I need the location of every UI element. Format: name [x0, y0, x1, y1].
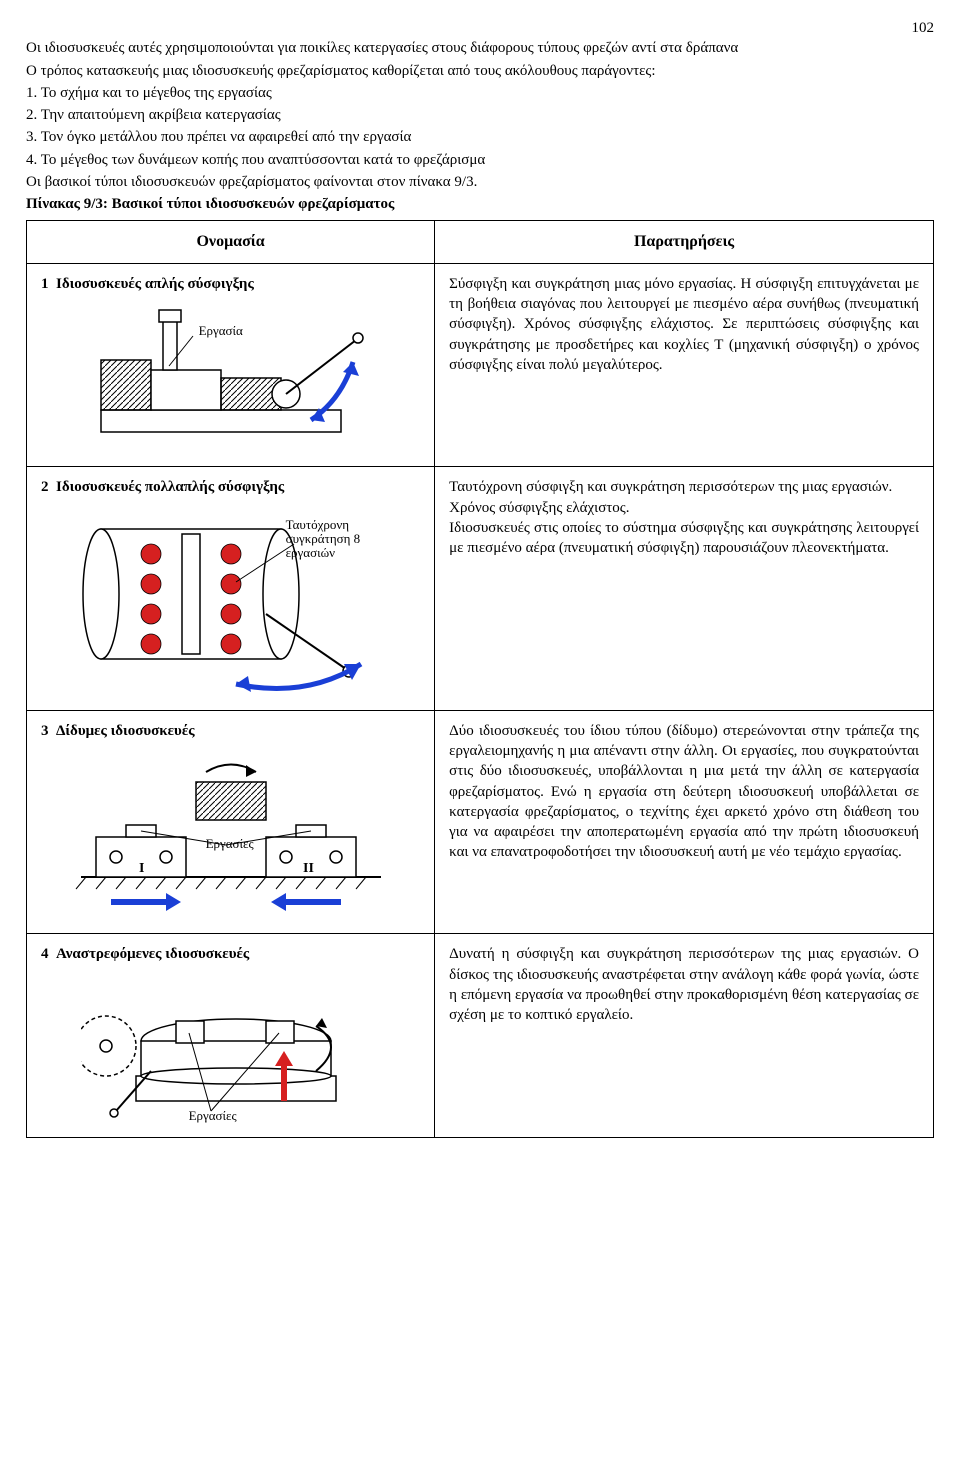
- row-desc: Δύο ιδιοσυσκευές του ίδιου τύπου (δίδυμο…: [449, 721, 919, 863]
- figure-simple-clamp: Εργασία: [81, 300, 381, 450]
- svg-text:I: I: [139, 861, 144, 876]
- row-title: Ιδιοσυσκευές πολλαπλής σύσφιγξης: [56, 479, 284, 495]
- intro-item-4: 4. Το μέγεθος των δυνάμεων κοπής που ανα…: [26, 150, 934, 170]
- fixtures-table: Ονομασία Παρατηρήσεις 1 Ιδιοσυσκευές απλ…: [26, 220, 934, 1138]
- figure-label: Εργασία: [199, 322, 243, 340]
- row-title: Ιδιοσυσκευές απλής σύσφιγξης: [56, 276, 254, 292]
- svg-text:II: II: [303, 861, 314, 876]
- table-row: 4 Αναστρεφόμενες ιδιοσυσκευές: [27, 934, 934, 1138]
- header-right: Παρατηρήσεις: [435, 221, 934, 264]
- figure-indexing-fixture: Εργασίες: [81, 971, 381, 1121]
- table-row: 2 Ιδιοσυσκευές πολλαπλής σύσφιγξης: [27, 467, 934, 711]
- intro-line-3: Οι βασικοί τύποι ιδιοσυσκευών φρεζαρίσμα…: [26, 172, 934, 192]
- figure-twin-fixture: I II: [71, 747, 391, 917]
- intro-item-1: 1. Το σχήμα και το μέγεθος της εργασίας: [26, 83, 934, 103]
- intro-line-1: Οι ιδιοσυσκευές αυτές χρησιμοποιούνται γ…: [26, 38, 934, 58]
- row-num: 3: [41, 723, 49, 739]
- page-number: 102: [26, 18, 934, 38]
- figure-multi-clamp: Ταυτόχρονη συγκράτηση 8 εργασιών: [76, 504, 386, 694]
- figure-label: Εργασίες: [206, 835, 254, 853]
- intro-line-2: Ο τρόπος κατασκευής μιας ιδιοσυσκευής φρ…: [26, 61, 934, 81]
- row-desc: Ταυτόχρονη σύσφιγξη και συγκράτηση περισ…: [449, 477, 919, 558]
- row-title: Δίδυμες ιδιοσυσκευές: [56, 723, 195, 739]
- table-caption: Πίνακας 9/3: Βασικοί τύποι ιδιοσυσκευών …: [26, 194, 934, 214]
- row-title: Αναστρεφόμενες ιδιοσυσκευές: [56, 946, 249, 962]
- table-row: 3 Δίδυμες ιδιοσυσκευές: [27, 710, 934, 934]
- table-row: 1 Ιδιοσυσκευές απλής σύσφιγξης: [27, 263, 934, 467]
- header-left: Ονομασία: [27, 221, 435, 264]
- intro-item-3: 3. Τον όγκο μετάλλου που πρέπει να αφαιρ…: [26, 127, 934, 147]
- row-desc: Σύσφιγξη και συγκράτηση μιας μόνο εργασί…: [449, 274, 919, 375]
- intro-block: Οι ιδιοσυσκευές αυτές χρησιμοποιούνται γ…: [26, 38, 934, 214]
- row-num: 1: [41, 276, 49, 292]
- row-num: 2: [41, 479, 49, 495]
- figure-label: Ταυτόχρονη συγκράτηση 8 εργασιών: [286, 518, 376, 561]
- figure-label: Εργασίες: [189, 1107, 237, 1125]
- row-num: 4: [41, 946, 49, 962]
- row-desc: Δυνατή η σύσφιγξη και συγκράτηση περισσό…: [449, 944, 919, 1025]
- intro-item-2: 2. Την απαιτούμενη ακρίβεια κατεργασίας: [26, 105, 934, 125]
